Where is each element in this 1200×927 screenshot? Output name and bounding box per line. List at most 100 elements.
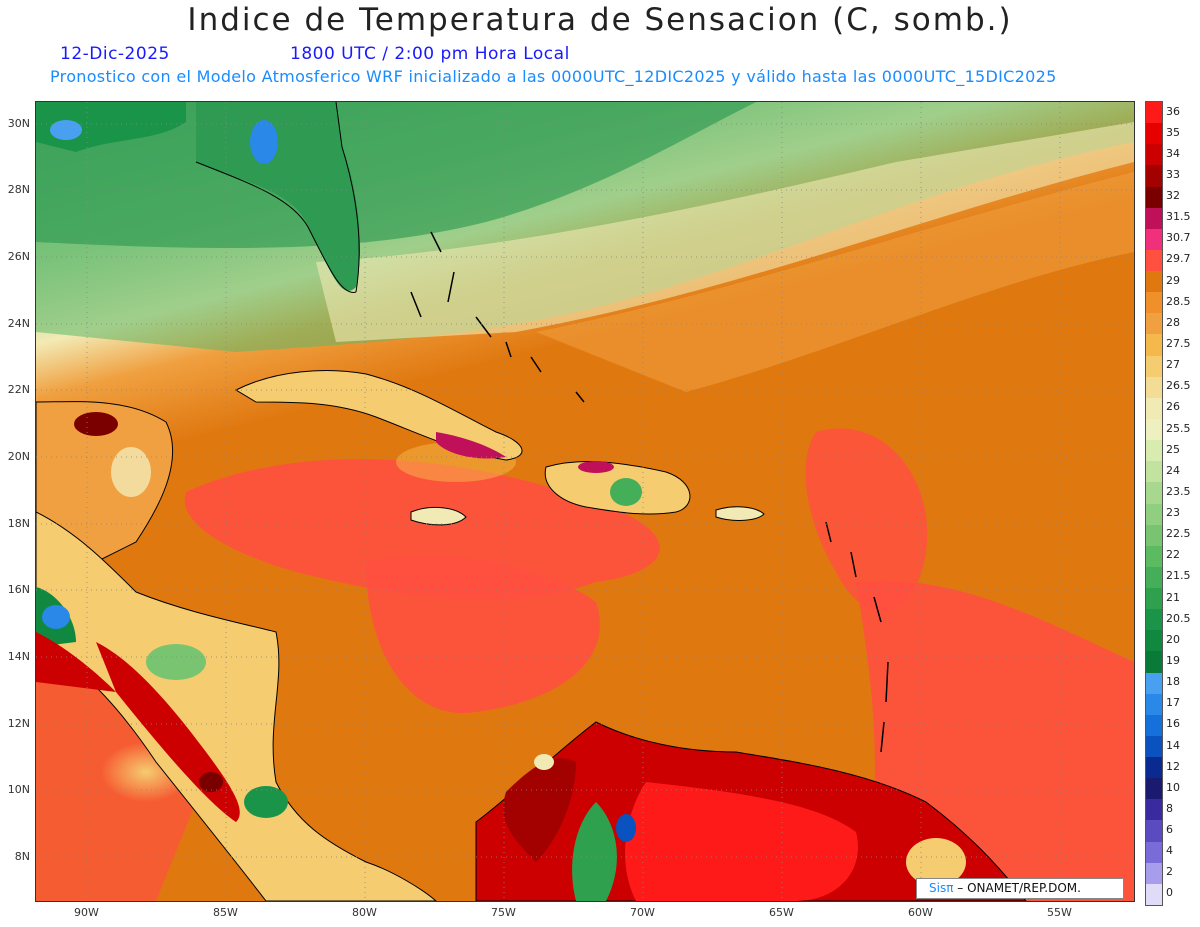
legend-label: 32 (1166, 189, 1180, 203)
legend-swatch (1146, 355, 1162, 378)
legend-label: 12 (1166, 759, 1180, 773)
legend-swatch (1146, 271, 1162, 293)
legend-label: 16 (1166, 717, 1180, 731)
credit-text: – ONAMET/REP.DOM. (957, 881, 1081, 895)
legend-swatch (1146, 249, 1162, 272)
legend-label: 4 (1166, 844, 1173, 858)
legend-swatch (1146, 524, 1162, 547)
legend-swatch (1146, 630, 1162, 652)
lat-label: 24N (7, 317, 30, 330)
legend-swatch (1146, 292, 1162, 314)
legend-label: 24 (1166, 463, 1180, 477)
legend-swatch (1146, 376, 1162, 399)
color-legend (1145, 101, 1163, 906)
legend-swatch (1146, 883, 1162, 906)
lat-label: 30N (7, 117, 30, 130)
legend-swatch (1146, 651, 1162, 674)
legend-swatch (1146, 461, 1162, 483)
legend-swatch (1146, 778, 1162, 800)
legend-swatch (1146, 820, 1162, 843)
lat-label: 22N (7, 383, 30, 396)
legend-label: 21.5 (1166, 569, 1191, 583)
legend-label: 28.5 (1166, 294, 1191, 308)
time-label: 1800 UTC / 2:00 pm Hora Local (290, 44, 570, 64)
lon-label: 70W (630, 906, 655, 919)
legend-swatch (1146, 714, 1162, 737)
credit-badge: Sisπ – ONAMET/REP.DOM. (916, 878, 1124, 899)
legend-label: 0 (1166, 886, 1173, 900)
legend-swatch (1146, 482, 1162, 504)
legend-label: 22 (1166, 548, 1180, 562)
lon-label: 85W (213, 906, 238, 919)
legend-swatch (1146, 313, 1162, 335)
legend-swatch (1146, 503, 1162, 526)
lat-label: 26N (7, 250, 30, 263)
legend-swatch (1146, 228, 1162, 251)
legend-label: 26 (1166, 400, 1180, 414)
legend-swatch (1146, 165, 1162, 188)
legend-swatch (1146, 334, 1162, 357)
legend-label: 2 (1166, 865, 1173, 879)
lat-label: 20N (7, 450, 30, 463)
chart-title: Indice de Temperatura de Sensacion (C, s… (187, 2, 1013, 38)
legend-label: 14 (1166, 738, 1180, 752)
legend-swatch (1146, 609, 1162, 631)
date-label: 12-Dic-2025 (60, 44, 170, 64)
credit-brand: Sisπ (929, 881, 954, 895)
legend-swatch (1146, 186, 1162, 209)
lon-label: 80W (352, 906, 377, 919)
legend-label: 30.7 (1166, 231, 1191, 245)
legend-label: 17 (1166, 696, 1180, 710)
lat-label: 8N (14, 850, 30, 863)
legend-swatch (1146, 207, 1162, 230)
legend-swatch (1146, 757, 1162, 779)
lat-label: 14N (7, 650, 30, 663)
legend-label: 23 (1166, 506, 1180, 520)
legend-label: 33 (1166, 167, 1180, 181)
legend-swatch (1146, 144, 1162, 166)
lat-label: 10N (7, 783, 30, 796)
legend-swatch (1146, 440, 1162, 462)
legend-label: 20 (1166, 632, 1180, 646)
legend-label: 6 (1166, 823, 1173, 837)
legend-label: 36 (1166, 104, 1180, 118)
legend-swatch (1146, 799, 1162, 821)
lat-label: 16N (7, 583, 30, 596)
legend-label: 35 (1166, 125, 1180, 139)
legend-swatch (1146, 588, 1162, 610)
legend-swatch (1146, 672, 1162, 695)
legend-label: 18 (1166, 675, 1180, 689)
legend-label: 25 (1166, 442, 1180, 456)
lat-label: 18N (7, 517, 30, 530)
legend-label: 29.7 (1166, 252, 1191, 266)
legend-label: 10 (1166, 780, 1180, 794)
legend-swatch (1146, 841, 1162, 864)
legend-swatch (1146, 735, 1162, 758)
forecast-label: Pronostico con el Modelo Atmosferico WRF… (50, 67, 1057, 86)
legend-label: 19 (1166, 653, 1180, 667)
legend-swatch (1146, 123, 1162, 145)
temperature-map (35, 101, 1135, 902)
lon-label: 75W (491, 906, 516, 919)
legend-swatch (1146, 566, 1162, 589)
legend-label: 20.5 (1166, 611, 1191, 625)
legend-label: 28 (1166, 315, 1180, 329)
lon-label: 55W (1047, 906, 1072, 919)
legend-swatch (1146, 418, 1162, 441)
legend-swatch (1146, 397, 1162, 420)
legend-label: 25.5 (1166, 421, 1191, 435)
legend-label: 31.5 (1166, 210, 1191, 224)
legend-label: 27 (1166, 358, 1180, 372)
legend-label: 26.5 (1166, 379, 1191, 393)
lon-label: 60W (908, 906, 933, 919)
legend-label: 23.5 (1166, 484, 1191, 498)
legend-label: 27.5 (1166, 337, 1191, 350)
legend-label: 29 (1166, 273, 1180, 287)
legend-label: 21 (1166, 590, 1180, 604)
legend-swatch (1146, 545, 1162, 568)
legend-swatch (1146, 693, 1162, 716)
legend-label: 34 (1166, 146, 1180, 160)
lat-label: 28N (7, 183, 30, 196)
lon-label: 65W (769, 906, 794, 919)
legend-label: 8 (1166, 801, 1173, 815)
